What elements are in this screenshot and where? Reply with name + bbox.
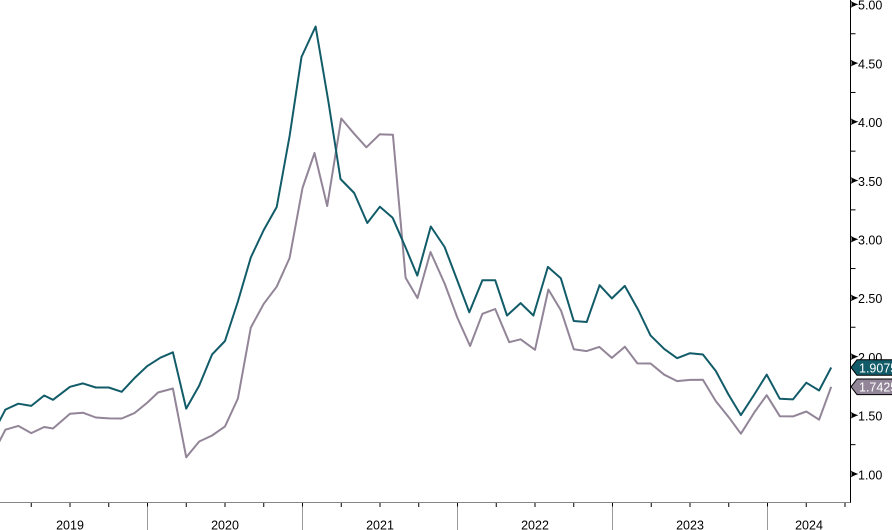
svg-text:3.50: 3.50 — [858, 175, 882, 189]
svg-text:3.00: 3.00 — [858, 234, 882, 248]
svg-text:1.00: 1.00 — [858, 468, 882, 482]
svg-text:2022: 2022 — [521, 519, 549, 530]
svg-text:1.9075: 1.9075 — [859, 361, 892, 375]
svg-text:4.00: 4.00 — [858, 116, 882, 130]
svg-text:2019: 2019 — [56, 519, 84, 530]
svg-text:4.50: 4.50 — [858, 57, 882, 71]
svg-text:2024: 2024 — [795, 519, 823, 530]
svg-text:5.00: 5.00 — [858, 0, 882, 13]
svg-text:1.7425: 1.7425 — [859, 381, 892, 395]
svg-text:2.50: 2.50 — [858, 292, 882, 306]
svg-text:1.50: 1.50 — [858, 410, 882, 424]
svg-text:2021: 2021 — [366, 519, 394, 530]
svg-text:2020: 2020 — [211, 519, 239, 530]
svg-text:2023: 2023 — [676, 519, 704, 530]
